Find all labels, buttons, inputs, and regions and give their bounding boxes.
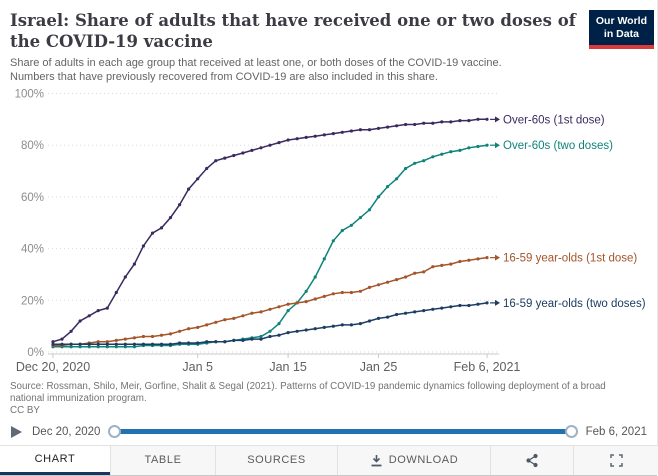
tab-fullscreen[interactable] bbox=[573, 445, 658, 475]
fullscreen-icon bbox=[609, 453, 623, 467]
timeline-slider[interactable] bbox=[108, 425, 578, 439]
x-axis: Dec 20, 2020 Jan 5 Jan 15 Jan 25 Feb 6, 2021 bbox=[16, 353, 521, 374]
x-tick-label: Feb 6, 2021 bbox=[454, 360, 521, 374]
y-tick-label: 80% bbox=[21, 140, 44, 152]
timeline-start-label: Dec 20, 2020 bbox=[32, 425, 101, 438]
x-tick-label: Jan 15 bbox=[269, 360, 307, 374]
page-title: Israel: Share of adults that have receiv… bbox=[10, 11, 576, 51]
license-text: CC BY bbox=[10, 405, 40, 416]
y-tick-label: 0% bbox=[27, 347, 44, 359]
footer-tabs: CHART TABLE SOURCES DOWNLOAD bbox=[0, 444, 658, 476]
timeline-handle-end[interactable] bbox=[564, 425, 578, 438]
series-over-60s-1st-dose: Over-60s (1st dose) bbox=[51, 114, 605, 344]
owid-logo-line2: in Data bbox=[603, 28, 639, 40]
timeline-bar: Dec 20, 2020 Feb 6, 2021 bbox=[0, 417, 657, 445]
x-tick-label: Jan 5 bbox=[182, 360, 213, 374]
source-note: Source: Rossman, Shilo, Meir, Gorfine, S… bbox=[0, 376, 632, 417]
timeline-end-label: Feb 6, 2021 bbox=[585, 425, 647, 438]
series-over-60s-two-doses: Over-60s (two doses) bbox=[51, 140, 613, 349]
y-tick-label: 100% bbox=[15, 89, 44, 101]
series-label-over-60s-two-doses[interactable]: Over-60s (two doses) bbox=[503, 140, 613, 152]
tab-sources[interactable]: SOURCES bbox=[215, 445, 337, 475]
share-icon bbox=[526, 453, 538, 467]
series-label-over-60s-1st-dose[interactable]: Over-60s (1st dose) bbox=[503, 114, 605, 126]
timeline-track[interactable] bbox=[113, 429, 573, 434]
series-16-59-year-olds-two-doses: 16-59 year-olds (two doses) bbox=[51, 298, 646, 346]
y-tick-label: 40% bbox=[21, 244, 44, 256]
tab-table[interactable]: TABLE bbox=[110, 445, 215, 475]
owid-logo[interactable]: Our World in Data bbox=[588, 10, 654, 49]
timeline-handle-start[interactable] bbox=[108, 425, 122, 438]
line-chart: 0% 20% 40% 60% 80% 100% Dec 20, 2020 Jan 5 Jan 1… bbox=[15, 89, 646, 375]
chart-subtitle: Share of adults in each age group that r… bbox=[10, 57, 502, 83]
source-text: Source: Rossman, Shilo, Meir, Gorfine, S… bbox=[10, 381, 606, 404]
tab-chart[interactable]: CHART bbox=[0, 445, 110, 475]
play-icon[interactable] bbox=[10, 425, 23, 439]
series-label-16-59-year-olds-1st-dose[interactable]: 16-59 year-olds (1st dose) bbox=[503, 253, 637, 265]
tab-share[interactable] bbox=[490, 445, 573, 475]
series-label-16-59-year-olds-two-doses[interactable]: 16-59 year-olds (two doses) bbox=[503, 298, 646, 310]
tab-download[interactable]: DOWNLOAD bbox=[337, 445, 490, 475]
x-tick-label: Dec 20, 2020 bbox=[16, 360, 90, 374]
gridlines: 0% 20% 40% 60% 80% 100% bbox=[15, 89, 499, 359]
chart-header: Israel: Share of adults that have receiv… bbox=[0, 0, 657, 84]
download-icon bbox=[371, 454, 382, 466]
y-tick-label: 60% bbox=[21, 192, 44, 204]
x-tick-label: Jan 25 bbox=[360, 360, 398, 374]
owid-logo-line1: Our World bbox=[595, 15, 647, 27]
y-tick-label: 20% bbox=[21, 295, 44, 307]
